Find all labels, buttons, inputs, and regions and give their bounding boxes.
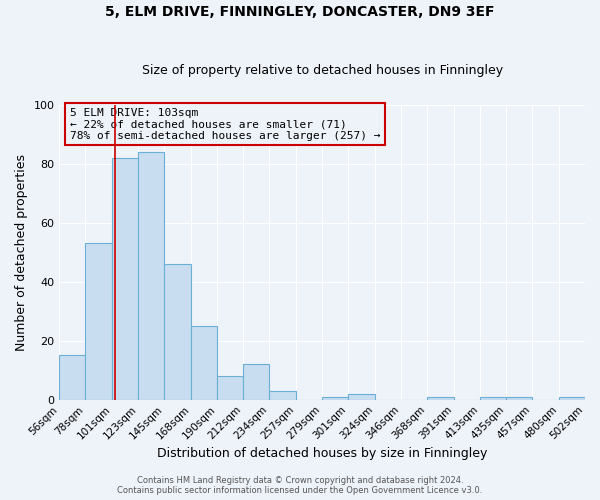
Title: Size of property relative to detached houses in Finningley: Size of property relative to detached ho… bbox=[142, 64, 503, 77]
Bar bbox=[506, 397, 532, 400]
Bar bbox=[164, 264, 191, 400]
Bar bbox=[85, 244, 112, 400]
Bar bbox=[217, 376, 243, 400]
Text: 5 ELM DRIVE: 103sqm
← 22% of detached houses are smaller (71)
78% of semi-detach: 5 ELM DRIVE: 103sqm ← 22% of detached ho… bbox=[70, 108, 380, 140]
Bar bbox=[559, 397, 585, 400]
Text: Contains HM Land Registry data © Crown copyright and database right 2024.
Contai: Contains HM Land Registry data © Crown c… bbox=[118, 476, 482, 495]
Bar bbox=[59, 356, 85, 400]
Bar bbox=[480, 397, 506, 400]
Bar bbox=[269, 391, 296, 400]
Bar bbox=[191, 326, 217, 400]
Bar bbox=[427, 397, 454, 400]
X-axis label: Distribution of detached houses by size in Finningley: Distribution of detached houses by size … bbox=[157, 447, 487, 460]
Bar bbox=[322, 397, 348, 400]
Bar bbox=[112, 158, 139, 400]
Bar bbox=[139, 152, 164, 400]
Text: 5, ELM DRIVE, FINNINGLEY, DONCASTER, DN9 3EF: 5, ELM DRIVE, FINNINGLEY, DONCASTER, DN9… bbox=[105, 5, 495, 19]
Y-axis label: Number of detached properties: Number of detached properties bbox=[15, 154, 28, 350]
Bar bbox=[348, 394, 375, 400]
Bar bbox=[243, 364, 269, 400]
